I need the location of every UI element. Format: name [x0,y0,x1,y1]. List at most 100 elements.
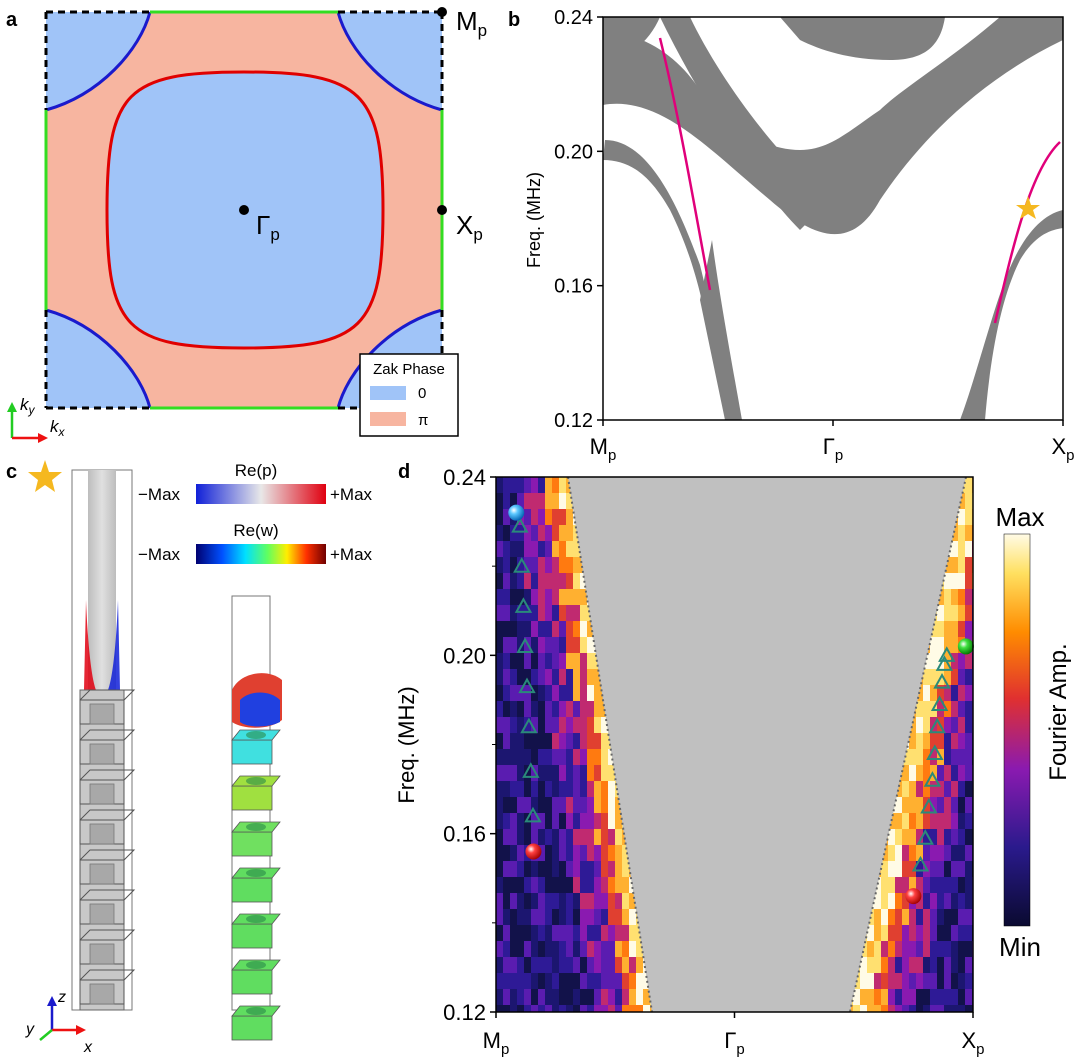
heatmap-cell [965,477,972,493]
cb-p-max: +Max [330,485,373,504]
x-point [437,205,447,215]
heatmap-cell [902,1005,909,1012]
heatmap-cell [510,1005,517,1012]
heatmap-cell [895,781,902,797]
heatmap-cell [958,973,965,989]
heatmap-cell [538,1005,545,1012]
heatmap-cell [923,1005,930,1012]
heatmap-cell [608,989,615,1005]
heatmap-cell [573,637,580,653]
heatmap-cell [930,909,937,925]
heatmap-cell [909,973,916,989]
heatmap-cell [587,1005,594,1012]
panel-b-tag: b [508,9,520,31]
heatmap-cell [496,621,503,637]
heatmap-cell [566,925,573,941]
heatmap-cell [580,893,587,909]
heatmap-cell [496,573,503,589]
heatmap-cell [965,925,972,941]
heatmap-cell [958,989,965,1005]
heatmap-cell [622,909,629,925]
heatmap-cell [545,973,552,989]
heatmap-cell [566,797,573,813]
heatmap-cell [552,637,559,653]
heatmap-cell [587,861,594,877]
heatmap-cell [888,941,895,957]
heatmap-cell [524,589,531,605]
heatmap-cell [531,893,538,909]
heatmap-cell [503,717,510,733]
heatmap-cell [944,605,951,621]
heatmap-cell [559,525,566,541]
heatmap-cell [531,797,538,813]
heatmap-cell [944,925,951,941]
ytick-label: 0.24 [554,7,593,29]
heatmap-cell [566,989,573,1005]
heatmap-cell [895,797,902,813]
heatmap-cell [909,861,916,877]
heatmap-cell [944,957,951,973]
heatmap-cell [587,669,594,685]
heatmap-cell [594,877,601,893]
heatmap-cell [622,925,629,941]
heatmap-cell [517,621,524,637]
heatmap-cell [573,749,580,765]
heatmap-cell [951,685,958,701]
heatmap-cell [951,541,958,557]
heatmap-cell [909,797,916,813]
x-label: Xp [456,210,483,244]
heatmap-cell [545,749,552,765]
heatmap-cell [902,813,909,829]
triangle-marker [935,655,954,671]
heatmap-cell [587,973,594,989]
heatmap-cell [573,925,580,941]
heatmap-cell [566,589,573,605]
triangle-marker [926,744,944,761]
heatmap-cell [503,685,510,701]
xtick-label: Mp [590,434,617,464]
cb-w-max: +Max [330,545,373,564]
heatmap-cell [937,781,944,797]
heatmap-cell [923,893,930,909]
heatmap-cell [566,733,573,749]
heatmap-cell [594,941,601,957]
ytick-label: 0.24 [443,465,486,490]
heatmap-cell [531,989,538,1005]
legend-swatch-0 [370,386,406,400]
heatmap-cell [874,989,881,1005]
panel-b-yticks: 0.12 0.16 0.20 0.24 [554,7,603,432]
heatmap-cell [524,605,531,621]
heatmap-cell [566,973,573,989]
heatmap-cell [517,477,524,493]
heatmap-cell [608,765,615,781]
heatmap-cell [944,637,951,653]
heatmap-cell [958,701,965,717]
heatmap-cell [538,669,545,685]
heatmap-cell [552,861,559,877]
triangle-marker [522,762,540,778]
heatmap-cell [538,733,545,749]
heatmap-cell [937,589,944,605]
heatmap-cell [944,589,951,605]
heatmap-cell [552,733,559,749]
heatmap-cell [566,877,573,893]
heatmap-cell [951,669,958,685]
heatmap-cell [524,717,531,733]
heatmap-cell [496,829,503,845]
heatmap-cell [930,989,937,1005]
heatmap-cell [510,669,517,685]
heatmap-cell [608,781,615,797]
heatmap-cell [601,909,608,925]
heatmap-cell [937,941,944,957]
ytick-label: 0.16 [443,822,486,847]
heatmap-cell [965,829,972,845]
heatmap-cell [510,861,517,877]
heatmap-cell [503,621,510,637]
heatmap-cell [867,941,874,957]
heatmap-cell [545,765,552,781]
heatmap-cell [930,1005,937,1012]
heatmap-cell [601,765,608,781]
heatmap-cell [601,1005,608,1012]
heatmap-cell [573,877,580,893]
heatmap-cell [951,525,958,541]
